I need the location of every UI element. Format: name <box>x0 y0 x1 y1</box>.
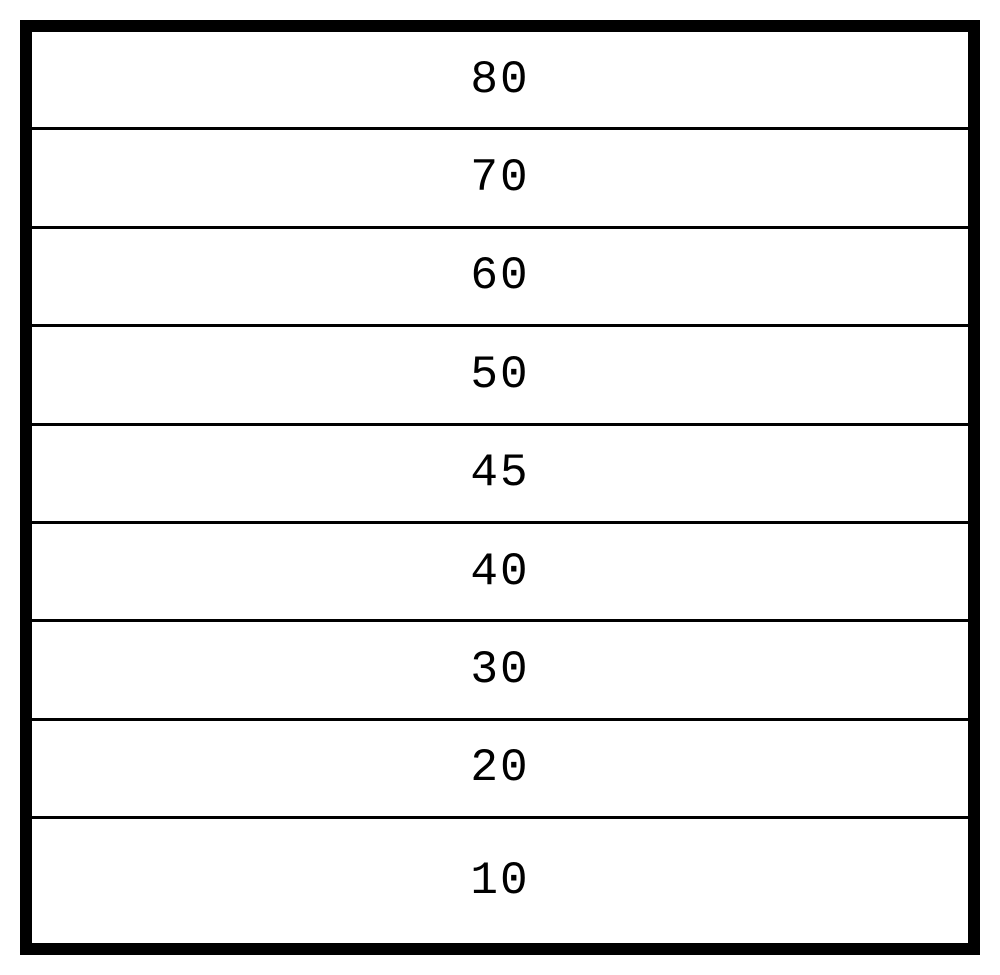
layer-label: 30 <box>470 644 529 696</box>
layer-row: 20 <box>32 721 968 819</box>
layer-label: 60 <box>470 250 529 302</box>
layer-label: 20 <box>470 742 529 794</box>
layer-label: 80 <box>470 54 529 106</box>
layer-row: 70 <box>32 130 968 228</box>
layer-row: 80 <box>32 32 968 130</box>
layer-row: 60 <box>32 229 968 327</box>
layer-row: 10 <box>32 819 968 943</box>
layer-label: 50 <box>470 349 529 401</box>
layer-stack-diagram: 80 70 60 50 45 40 30 20 10 <box>20 20 980 955</box>
layer-label: 45 <box>470 447 529 499</box>
layer-label: 10 <box>470 855 529 907</box>
layer-label: 70 <box>470 152 529 204</box>
layer-label: 40 <box>470 546 529 598</box>
layer-row: 30 <box>32 622 968 720</box>
layer-row: 45 <box>32 426 968 524</box>
layer-row: 50 <box>32 327 968 425</box>
layer-row: 40 <box>32 524 968 622</box>
